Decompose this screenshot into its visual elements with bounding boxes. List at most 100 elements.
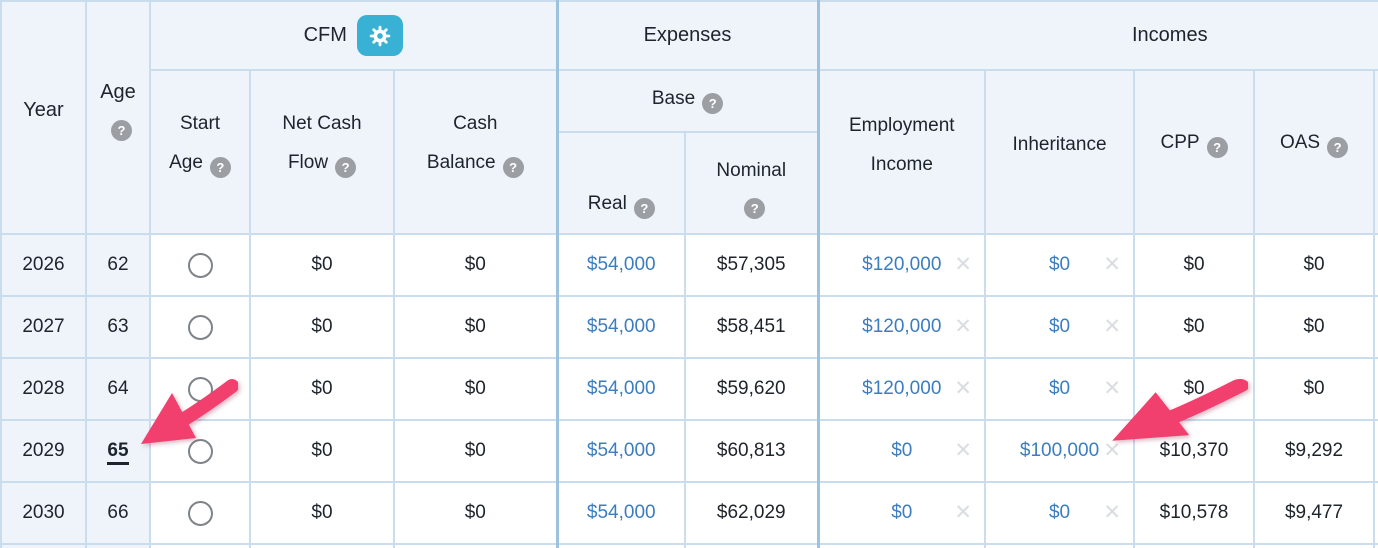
col-header-employment-income: Employment Income: [816, 69, 987, 235]
col-header-cpp: CPP?: [1133, 69, 1256, 235]
help-icon[interactable]: ?: [633, 198, 655, 219]
expense-real-link[interactable]: $54,000: [586, 254, 656, 275]
delete-inheritance-icon[interactable]: ✕: [1103, 439, 1122, 463]
cell-net-cash-flow: [249, 543, 395, 548]
cell-age: [85, 543, 151, 548]
table-row-partial: [0, 543, 1378, 548]
inheritance-link[interactable]: $0: [1048, 316, 1071, 337]
cell-expense-real: $54,000: [555, 295, 687, 359]
cell-expense-nominal: $58,451: [684, 295, 820, 359]
col-header-cash-balance: Cash Balance?: [392, 69, 559, 235]
cell-expense-nominal: [684, 543, 820, 548]
cell-expense-real: $54,000: [555, 357, 687, 421]
delete-employment-income-icon[interactable]: ✕: [954, 315, 973, 339]
help-icon[interactable]: ?: [1206, 137, 1228, 158]
employment-income-link[interactable]: $120,000: [862, 254, 942, 275]
cell-expense-real: $54,000: [555, 481, 687, 545]
inheritance-link[interactable]: $0: [1048, 378, 1071, 399]
delete-inheritance-icon[interactable]: ✕: [1103, 253, 1122, 277]
expense-real-link[interactable]: $54,000: [586, 378, 656, 399]
col-header-year: Year: [0, 0, 87, 235]
delete-employment-income-icon[interactable]: ✕: [954, 439, 973, 463]
cell-year: 2028: [0, 357, 87, 421]
cell-cutoff: [1373, 419, 1378, 483]
cell-start-age: [149, 543, 251, 548]
cell-year: 2026: [0, 233, 87, 297]
group-header-expenses: Expenses: [555, 0, 820, 71]
delete-inheritance-icon[interactable]: ✕: [1103, 315, 1122, 339]
expense-real-link[interactable]: $54,000: [586, 502, 656, 523]
cell-cutoff: [1373, 233, 1378, 297]
table-row: 2028 64 $0 $0 $54,000 $59,620 $120,000 ✕ $0 ✕ $0 $0: [0, 357, 1378, 421]
cell-oas: $0: [1253, 233, 1376, 297]
cell-inheritance: $0 ✕: [984, 481, 1136, 545]
age-value: 66: [107, 502, 129, 523]
employment-income-link[interactable]: $0: [891, 440, 913, 461]
cell-oas: $9,292: [1253, 419, 1376, 483]
col-header-base: Base?: [555, 69, 820, 133]
help-icon[interactable]: ?: [111, 120, 132, 141]
table-row: 2030 66 $0 $0 $54,000 $62,029 $0 ✕ $0 ✕ $10,578 $9,…: [0, 481, 1378, 545]
age-value: 63: [107, 316, 129, 337]
cell-cash-balance: $0: [392, 295, 559, 359]
cell-cash-balance: $0: [392, 233, 559, 297]
cell-cpp: [1133, 543, 1256, 548]
delete-employment-income-icon[interactable]: ✕: [954, 377, 973, 401]
cell-year: [0, 543, 87, 548]
cfm-settings-button[interactable]: [356, 15, 403, 56]
col-header-age: Age ?: [85, 0, 151, 235]
cell-inheritance: $100,000 ✕: [984, 419, 1136, 483]
cell-expense-nominal: $57,305: [684, 233, 820, 297]
col-header-nominal: Nominal ?: [684, 131, 820, 235]
cell-cutoff: [1373, 543, 1378, 548]
employment-income-link[interactable]: $120,000: [862, 378, 942, 399]
help-icon[interactable]: ?: [502, 157, 524, 179]
employment-income-link[interactable]: $0: [891, 502, 913, 523]
start-age-radio[interactable]: [187, 314, 213, 340]
cell-employment-income: [816, 543, 987, 548]
delete-inheritance-icon[interactable]: ✕: [1103, 377, 1122, 401]
cell-net-cash-flow: $0: [249, 419, 395, 483]
table-row: 2026 62 $0 $0 $54,000 $57,305 $120,000 ✕ $0 ✕ $0 $0: [0, 233, 1378, 297]
age-start-highlight[interactable]: 65: [107, 440, 129, 465]
help-icon[interactable]: ?: [209, 157, 231, 179]
start-age-radio[interactable]: [187, 500, 213, 526]
delete-employment-income-icon[interactable]: ✕: [954, 501, 973, 525]
help-icon[interactable]: ?: [744, 198, 766, 219]
inheritance-link[interactable]: $0: [1048, 502, 1071, 523]
delete-employment-income-icon[interactable]: ✕: [954, 253, 973, 277]
cell-cpp: $0: [1133, 295, 1256, 359]
cell-cutoff: [1373, 357, 1378, 421]
table-body: 2026 62 $0 $0 $54,000 $57,305 $120,000 ✕ $0 ✕ $0 $0…: [0, 233, 1378, 548]
cell-expense-nominal: $62,029: [684, 481, 820, 545]
cell-cpp: $10,578: [1133, 481, 1256, 545]
help-icon[interactable]: ?: [702, 93, 724, 114]
cell-cash-balance: $0: [392, 357, 559, 421]
expense-real-link[interactable]: $54,000: [586, 316, 656, 337]
start-age-radio[interactable]: [187, 438, 213, 464]
employment-income-link[interactable]: $120,000: [862, 316, 942, 337]
cell-net-cash-flow: $0: [249, 357, 395, 421]
cell-cpp: $0: [1133, 233, 1256, 297]
delete-inheritance-icon[interactable]: ✕: [1103, 501, 1122, 525]
cell-expense-real: $54,000: [555, 419, 687, 483]
help-icon[interactable]: ?: [1327, 137, 1349, 158]
age-value: 64: [107, 378, 129, 399]
start-age-radio[interactable]: [187, 376, 213, 402]
cell-oas: $0: [1253, 295, 1376, 359]
gear-icon: [369, 25, 391, 46]
inheritance-link[interactable]: $0: [1048, 254, 1071, 275]
cell-inheritance: $0 ✕: [984, 357, 1136, 421]
start-age-radio[interactable]: [187, 252, 213, 278]
inheritance-link[interactable]: $100,000: [1019, 440, 1100, 461]
age-value: 62: [107, 254, 129, 275]
cell-cutoff: [1373, 295, 1378, 359]
cell-cash-balance: $0: [392, 419, 559, 483]
cell-age: 65: [85, 419, 151, 483]
cell-start-age: [149, 419, 251, 483]
expense-real-link[interactable]: $54,000: [586, 440, 656, 461]
col-header-oas: OAS?: [1253, 69, 1376, 235]
cell-expense-real: $54,000: [555, 233, 687, 297]
help-icon[interactable]: ?: [335, 157, 357, 179]
